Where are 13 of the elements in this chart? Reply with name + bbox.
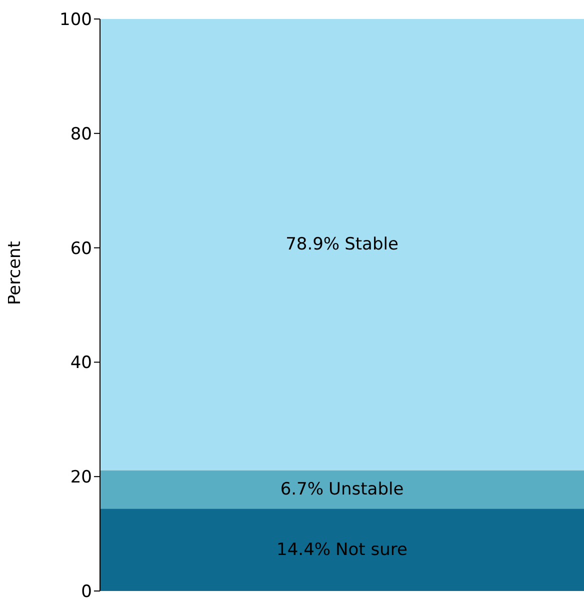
series-label: Stable xyxy=(344,234,398,255)
y-tick-label: 0 xyxy=(81,582,92,601)
y-tick-label: 100 xyxy=(60,10,92,30)
y-tick-label: 20 xyxy=(70,468,92,488)
data-label: 6.7% xyxy=(280,479,324,500)
y-tick-label: 80 xyxy=(70,124,92,144)
series-label: Not sure xyxy=(336,540,408,560)
y-tick-label: 40 xyxy=(70,353,92,374)
series-label: Unstable xyxy=(328,479,404,500)
data-label: 78.9% xyxy=(286,234,340,255)
data-label: 14.4% xyxy=(276,540,331,560)
y-axis-title: Percent xyxy=(5,240,26,305)
y-tick-label: 60 xyxy=(70,238,92,259)
